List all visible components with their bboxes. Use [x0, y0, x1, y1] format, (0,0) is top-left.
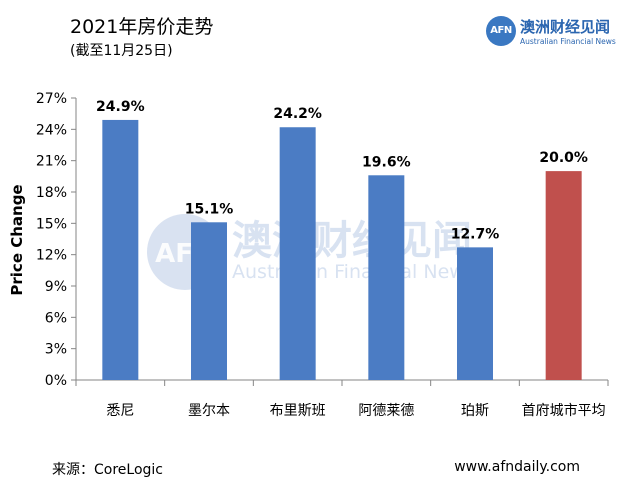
- x-tick-label: 布里斯班: [270, 403, 326, 419]
- source-note: 来源：CoreLogic: [52, 462, 163, 478]
- y-tick-label: 12%: [36, 248, 67, 264]
- watermark-name-cn: 澳洲财经见闻: [232, 218, 472, 264]
- bar: [545, 171, 582, 380]
- data-label: 24.2%: [273, 106, 322, 122]
- data-label: 24.9%: [96, 99, 145, 115]
- data-labels: 24.9% 15.1% 24.2% 19.6% 12.7% 20.0%: [96, 99, 588, 242]
- afn-logo-mark: AFN: [486, 16, 516, 46]
- data-label: 15.1%: [185, 201, 234, 217]
- y-tick-label: 15%: [36, 216, 67, 232]
- x-tick-label: 珀斯: [461, 403, 489, 419]
- y-tick-label: 18%: [36, 185, 67, 201]
- x-tick-label: 阿德莱德: [358, 403, 414, 419]
- x-tick-label: 悉尼: [106, 403, 134, 419]
- x-tick-label: 墨尔本: [188, 403, 230, 419]
- afn-logo-name-cn: 澳洲财经见闻: [520, 18, 611, 36]
- watermark-name-en: Australian Financial News: [232, 261, 475, 283]
- x-tick-label: 首府城市平均: [522, 402, 606, 419]
- afn-logo-name-en: Australian Financial News: [520, 37, 616, 46]
- website-link[interactable]: www.afndaily.com: [454, 459, 580, 475]
- afn-logo: AFN 澳洲财经见闻 Australian Financial News: [486, 16, 616, 50]
- y-tick-label: 24%: [36, 122, 67, 138]
- y-tick-label: 0%: [45, 373, 67, 389]
- bar: [279, 127, 316, 380]
- data-label: 12.7%: [451, 226, 500, 242]
- bar: [102, 119, 139, 380]
- chart-title: 2021年房价走势: [70, 16, 214, 38]
- data-label: 20.0%: [539, 150, 588, 166]
- y-axis-label: Price Change: [8, 184, 26, 295]
- y-tick-label: 9%: [45, 279, 67, 295]
- y-tick-label: 6%: [45, 310, 67, 326]
- x-axis: 悉尼 墨尔本 布里斯班 阿德莱德 珀斯 首府城市平均: [75, 379, 609, 419]
- bar: [368, 175, 405, 380]
- data-label: 19.6%: [362, 154, 411, 170]
- y-tick-label: 3%: [45, 342, 67, 358]
- y-tick-label: 27%: [36, 91, 67, 107]
- y-axis-title: Price Change: [8, 184, 26, 295]
- bars: [102, 119, 582, 380]
- bar: [457, 247, 493, 380]
- bar: [191, 222, 227, 380]
- y-tick-label: 21%: [36, 154, 67, 170]
- chart-subtitle: (截至11月25日): [70, 43, 173, 59]
- y-axis: 0% 3% 6% 9% 12% 15% 18% 21% 24% 27%: [36, 91, 77, 389]
